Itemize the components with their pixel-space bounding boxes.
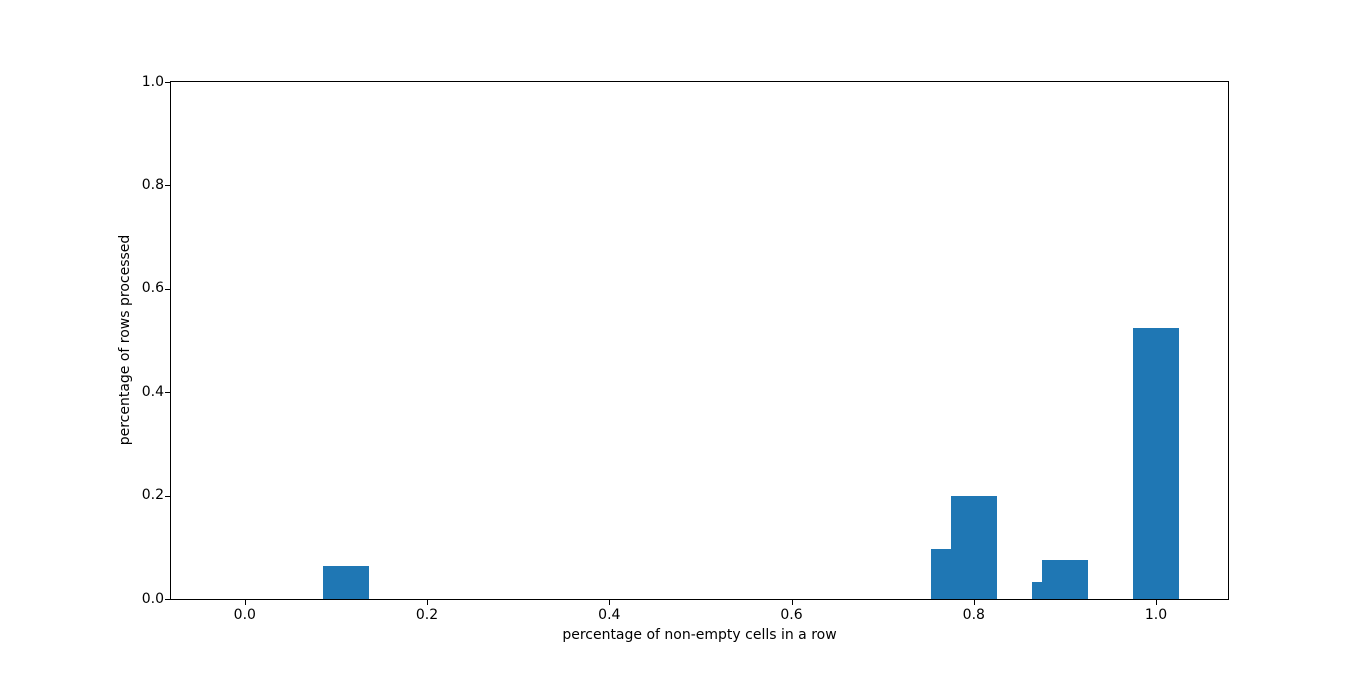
bar [1133, 328, 1179, 599]
bar [323, 566, 369, 599]
x-tick [791, 600, 793, 605]
y-tick [165, 392, 170, 394]
y-tick [165, 495, 170, 497]
y-axis-label: percentage of rows processed [117, 234, 133, 446]
bar [951, 495, 997, 599]
x-tick [1156, 600, 1157, 605]
y-tick [165, 288, 170, 290]
bar [1042, 560, 1088, 599]
x-tick-label: 0.2 [415, 607, 439, 623]
x-tick [609, 600, 611, 605]
x-tick [973, 600, 975, 605]
y-tick-label: 0.4 [141, 383, 164, 400]
x-tick-label: 0.0 [233, 607, 256, 623]
x-tick-label: 1.0 [1144, 607, 1168, 623]
x-axis-label: percentage of non-empty cells in a row [562, 627, 837, 643]
x-tick [427, 600, 428, 605]
y-tick-label: 0.0 [141, 590, 164, 607]
x-tick [244, 600, 246, 605]
x-tick-label: 0.4 [598, 607, 621, 623]
y-tick [165, 82, 170, 83]
y-tick-label: 0.2 [141, 487, 164, 504]
y-tick [165, 185, 170, 187]
y-tick-label: 0.8 [141, 176, 164, 193]
y-tick [165, 599, 170, 600]
y-tick-label: 1.0 [141, 73, 164, 90]
plot-area: 0.0 0.2 0.4 0.6 0.8 1.0 0.0 0.2 0.4 0.6 0.8 1.0 [142, 74, 1229, 623]
x-tick-label: 0.8 [962, 607, 985, 623]
x-tick-label: 0.6 [780, 607, 803, 623]
y-tick-label: 0.6 [141, 280, 164, 297]
